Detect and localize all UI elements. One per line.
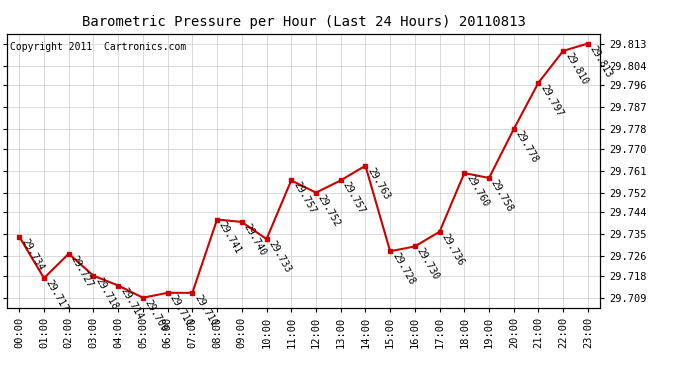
Text: 29.763: 29.763 [366,166,392,201]
Text: 29.711: 29.711 [168,293,194,328]
Text: 29.752: 29.752 [316,193,342,228]
Text: 29.733: 29.733 [266,239,293,274]
Text: 29.714: 29.714 [118,285,144,321]
Text: 29.740: 29.740 [241,222,268,258]
Text: Barometric Pressure per Hour (Last 24 Hours) 20110813: Barometric Pressure per Hour (Last 24 Ho… [81,15,526,29]
Text: 29.741: 29.741 [217,219,244,255]
Text: 29.711: 29.711 [193,293,219,328]
Text: 29.718: 29.718 [93,276,120,311]
Text: 29.760: 29.760 [464,173,491,208]
Text: 29.717: 29.717 [44,278,70,314]
Text: 29.797: 29.797 [538,82,565,118]
Text: 29.757: 29.757 [291,180,317,216]
Text: 29.758: 29.758 [489,178,515,213]
Text: 29.810: 29.810 [563,51,589,86]
Text: 29.734: 29.734 [19,237,46,272]
Text: Copyright 2011  Cartronics.com: Copyright 2011 Cartronics.com [10,42,186,52]
Text: 29.813: 29.813 [588,44,614,79]
Text: 29.727: 29.727 [69,254,95,289]
Text: 29.728: 29.728 [390,251,417,287]
Text: 29.730: 29.730 [415,246,441,282]
Text: 29.757: 29.757 [341,180,367,216]
Text: 29.709: 29.709 [143,298,169,333]
Text: 29.736: 29.736 [440,232,466,267]
Text: 29.778: 29.778 [514,129,540,165]
